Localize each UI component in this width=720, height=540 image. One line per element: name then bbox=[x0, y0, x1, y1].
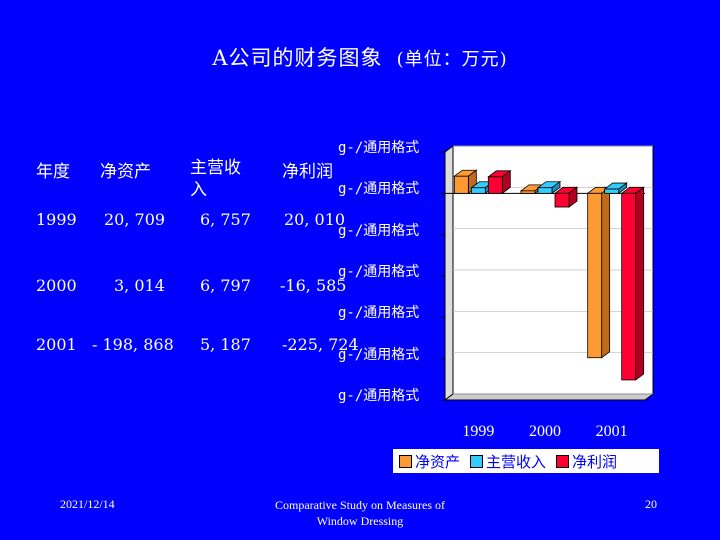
bar bbox=[621, 192, 637, 381]
title-text: A公司的财务图象 bbox=[212, 46, 383, 70]
bar bbox=[453, 175, 469, 194]
footer-line-2: Window Dressing bbox=[316, 514, 404, 528]
legend-swatch-net-profit bbox=[556, 454, 570, 468]
chart-side-wall bbox=[444, 145, 454, 401]
y-tick-label: g-/通用格式 bbox=[338, 305, 420, 322]
legend-item-net-assets: 净资产 bbox=[399, 451, 460, 472]
bar bbox=[537, 187, 553, 194]
footer-date: 2021/12/14 bbox=[60, 497, 115, 511]
row-1999-net-assets: 20, 709 bbox=[104, 210, 166, 229]
legend-item-revenue: 主营收入 bbox=[470, 451, 546, 472]
chart-floor bbox=[443, 393, 655, 401]
y-tick-label: g-/通用格式 bbox=[338, 388, 420, 404]
row-2000-net-profit: -16, 585 bbox=[280, 276, 347, 295]
y-tick-label: g-/通用格式 bbox=[338, 181, 420, 198]
bar-side-face bbox=[601, 186, 611, 359]
row-2001-year: 2001 bbox=[36, 335, 77, 354]
row-2000-net-assets: 3, 014 bbox=[114, 276, 165, 295]
chart-legend: 净资产 主营收入 净利润 bbox=[393, 449, 659, 473]
unit-text: (单位：万元) bbox=[396, 49, 508, 70]
footer-center-text: Comparative Study on Measures of Window … bbox=[250, 497, 470, 529]
row-2000-revenue: 6, 797 bbox=[200, 276, 251, 295]
row-2001-net-assets: - 198, 868 bbox=[92, 335, 174, 354]
bar bbox=[487, 176, 503, 194]
bar bbox=[554, 192, 570, 208]
row-2001-revenue: 5, 187 bbox=[200, 335, 251, 354]
bar bbox=[587, 192, 603, 359]
row-2001-net-profit: -225, 724 bbox=[282, 335, 359, 354]
x-tick-label: 1999 bbox=[462, 423, 494, 440]
header-net-profit: 净利润 bbox=[282, 162, 333, 182]
header-net-assets: 净资产 bbox=[100, 162, 151, 182]
row-2000-year: 2000 bbox=[36, 276, 77, 295]
row-1999-revenue: 6, 757 bbox=[200, 210, 251, 229]
y-tick-label: g-/通用格式 bbox=[338, 264, 420, 280]
legend-swatch-net-assets bbox=[399, 454, 412, 468]
bar-side-face bbox=[635, 186, 645, 381]
header-year: 年度 bbox=[36, 162, 70, 182]
y-tick-label: g-/通用格式 bbox=[338, 346, 420, 363]
y-tick-label: g-/通用格式 bbox=[338, 140, 420, 156]
footer-line-1: Comparative Study on Measures of bbox=[275, 498, 445, 512]
bar bbox=[604, 188, 620, 194]
legend-label-net-profit: 净利润 bbox=[572, 452, 618, 471]
x-tick-label: 2000 bbox=[529, 423, 561, 440]
legend-swatch-revenue bbox=[470, 454, 484, 468]
legend-label-revenue: 主营收入 bbox=[486, 452, 547, 471]
header-revenue: 主营收入 bbox=[190, 158, 241, 200]
row-1999-net-profit: 20, 010 bbox=[284, 210, 346, 229]
bar bbox=[470, 187, 486, 194]
y-tick-label: g-/通用格式 bbox=[338, 222, 420, 239]
legend-item-net-profit: 净利润 bbox=[556, 451, 617, 472]
legend-label-net-assets: 净资产 bbox=[415, 452, 461, 471]
slide-title: A公司的财务图象 (单位：万元) bbox=[0, 42, 720, 72]
x-tick-label: 2001 bbox=[596, 423, 628, 440]
page-number: 20 bbox=[645, 497, 657, 511]
bar bbox=[520, 190, 536, 194]
row-1999-year: 1999 bbox=[36, 210, 77, 229]
